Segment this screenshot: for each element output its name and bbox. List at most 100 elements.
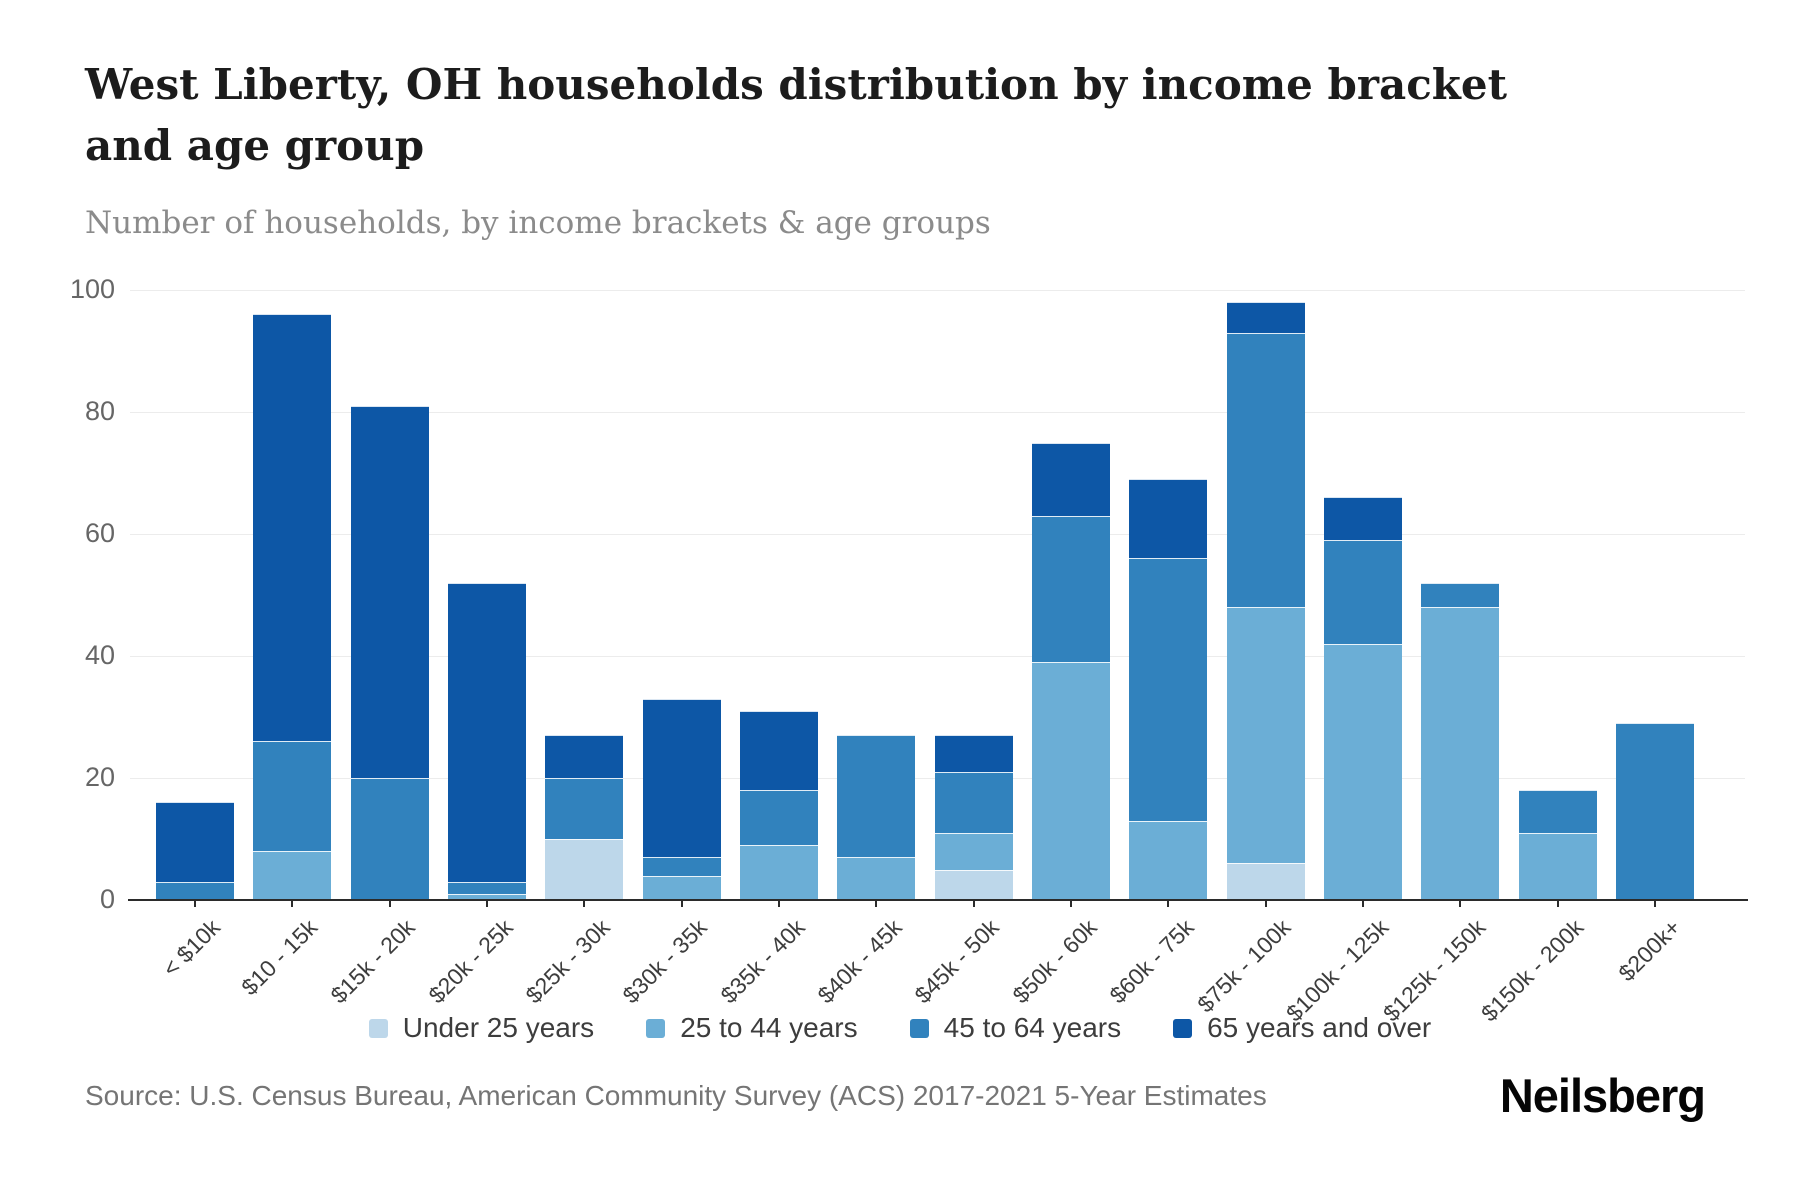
chart-title: West Liberty, OH households distribution… [85,60,1507,170]
x-axis-label: < $10k [157,914,226,982]
x-axis-label: $200k+ [1613,914,1686,987]
axis-tick [777,901,780,907]
legend-swatch-icon [1173,1018,1193,1038]
bar-segment-25-to-44-years [1031,662,1110,900]
bar-segment-65-years-and-over [545,735,624,778]
axis-tick [1264,901,1267,907]
chart-subtitle: Number of households, by income brackets… [85,205,991,241]
axis-tick [388,901,391,907]
axis-tick [1653,901,1656,907]
legend-item: 25 to 44 years [646,1012,858,1044]
bar-segment-45-to-64-years [1323,540,1402,644]
bar--45k-50k [934,735,1013,900]
y-axis-tick-label: 0 [99,884,115,914]
axis-tick [291,901,294,907]
axis-tick [194,901,196,907]
bar--125k-150k [1421,582,1500,900]
bar-segment-25-to-44-years [934,832,1013,870]
source-note: Source: U.S. Census Bureau, American Com… [85,1080,1267,1111]
bar--150k-200k [1518,790,1597,900]
bar-segment-65-years-and-over [739,710,818,791]
neilsberg-logo: Neilsberg [1499,1069,1706,1122]
bar--15k-20k [350,405,429,900]
axis-tick [583,901,586,907]
legend-item: 65 years and over [1173,1012,1431,1044]
x-axis-label: $35k - 40k [715,914,810,1009]
bar-segment-45-to-64-years [156,881,234,900]
y-axis-tick-label: 40 [84,640,115,670]
x-axis-label: $25k - 30k [520,914,615,1009]
bar-segment-45-to-64-years [1031,515,1110,663]
y-axis-tick-label: 100 [69,274,115,304]
bar-segment-25-to-44-years [1129,820,1208,900]
x-axis-label: $100k - 125k [1280,914,1394,1027]
axis-tick [1459,901,1462,907]
gridline [130,656,1745,657]
bar-segment-65-years-and-over [447,582,526,882]
bar-segment-65-years-and-over [253,314,332,742]
x-axis-line [128,899,1748,901]
bar--40k-45k [837,735,916,900]
bar--100k-125k [1323,497,1402,900]
legend-label: 25 to 44 years [680,1012,858,1043]
bar-segment-25-to-44-years [837,857,916,900]
axis-tick [1167,901,1170,907]
bar--25k-30k [545,735,624,900]
bar-segment-45-to-64-years [1518,790,1597,833]
axis-tick [875,901,878,907]
bar-segment-45-to-64-years [350,778,429,900]
bar-segment-45-to-64-years [642,857,721,876]
bar-segment-25-to-44-years [739,845,818,900]
x-axis-label: $20k - 25k [423,914,518,1009]
bar-segment-45-to-64-years [1421,582,1500,608]
bar-segment-25-to-44-years [1323,643,1402,900]
legend-label: 65 years and over [1207,1012,1432,1043]
bar-segment-65-years-and-over [1226,302,1305,333]
bar--10k [156,802,234,900]
axis-tick [485,901,488,907]
x-axis-label: $50k - 60k [1007,914,1102,1009]
bar-segment-65-years-and-over [934,735,1013,772]
bar-segment-45-to-64-years [837,735,916,858]
bar-segment-65-years-and-over [1031,442,1110,516]
bar-segment-25-to-44-years [1421,607,1500,900]
bar-segment-65-years-and-over [642,698,721,858]
bar-segment-under-25-years [934,869,1013,900]
x-axis-label: $40k - 45k [812,914,907,1009]
bar-segment-25-to-44-years [253,851,332,900]
bar-segment-45-to-64-years [447,881,526,894]
gridline [130,412,1745,413]
legend-swatch-icon [646,1018,666,1038]
axis-tick [680,901,683,907]
axis-tick [1361,901,1364,907]
bar-segment-45-to-64-years [934,771,1013,833]
gridline [130,534,1745,535]
bar--35k-40k [739,710,818,900]
x-axis-label: $75k - 100k [1192,914,1297,1018]
legend-swatch-icon [368,1018,388,1038]
bar-segment-25-to-44-years [447,893,526,900]
bar-segment-under-25-years [545,839,624,900]
legend: Under 25 years 25 to 44 years 45 to 64 yea… [0,1012,1800,1044]
gridline [130,290,1745,291]
bar-segment-under-25-years [1226,863,1305,900]
bar-segment-65-years-and-over [1129,479,1208,559]
bar-segment-45-to-64-years [739,790,818,846]
bar-segment-25-to-44-years [642,875,721,900]
x-axis-label: $15k - 20k [325,914,421,1009]
axis-tick [972,901,975,907]
bar--20k-25k [447,582,526,900]
bar-segment-65-years-and-over [1323,497,1402,541]
legend-swatch-icon [909,1018,929,1038]
bar--30k-35k [642,698,721,900]
bar-segment-45-to-64-years [545,778,624,839]
axis-tick [1556,901,1559,907]
legend-item: 45 to 64 years [909,1012,1121,1044]
bar-segment-65-years-and-over [350,405,429,778]
y-axis-tick-label: 60 [84,518,115,548]
bar--200k+ [1615,723,1694,900]
bar-segment-45-to-64-years [1129,558,1208,821]
y-axis-tick-label: 80 [84,396,115,426]
bar-segment-25-to-44-years [1518,832,1597,900]
bar-segment-25-to-44-years [1226,607,1305,864]
